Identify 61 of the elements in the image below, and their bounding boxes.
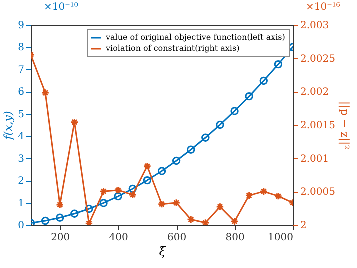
point	[260, 76, 268, 86]
y2-axis-title: ||p − z||²	[338, 101, 352, 150]
point	[230, 218, 239, 225]
point	[100, 188, 108, 196]
legend-label: violation of constraint(right axis)	[105, 44, 240, 53]
point	[100, 199, 108, 208]
x-tick-label: 400	[109, 232, 128, 244]
point	[187, 146, 196, 154]
point	[187, 216, 196, 224]
y-tick-label: 7	[18, 64, 24, 76]
y-tick-label: 9	[18, 20, 24, 32]
point	[41, 216, 50, 225]
y2-tick-label: 2.0015	[300, 120, 336, 132]
point	[143, 162, 152, 170]
point	[41, 88, 50, 98]
y-tick-label: 1	[18, 198, 24, 210]
text: ×10⁻¹⁰	[44, 2, 78, 13]
point	[274, 60, 283, 69]
y-tick-label: 2	[18, 176, 24, 188]
x-tick-label: 1000	[268, 232, 294, 244]
y2-tick-label: 2.0005	[300, 187, 336, 198]
x-tick-label: 200	[51, 232, 70, 244]
text: ×10⁻¹⁶	[306, 2, 340, 13]
point	[245, 92, 254, 101]
y-tick-label: 6	[18, 87, 24, 98]
y2-tick-label: 2.002	[300, 87, 330, 98]
point	[85, 204, 94, 214]
y-tick-label: 3	[18, 154, 24, 165]
point	[216, 202, 224, 212]
point	[172, 156, 181, 166]
y2-tick-label: 2	[300, 220, 307, 232]
point	[274, 192, 283, 200]
legend-label: value of original objective function(left axis)	[105, 33, 286, 42]
y-tick-label: 5	[18, 109, 24, 120]
point	[114, 192, 122, 201]
point	[158, 200, 166, 208]
point	[230, 107, 239, 116]
point	[172, 198, 181, 208]
point	[114, 186, 122, 194]
y2-tick-label: 2.001	[300, 154, 330, 165]
x-tick-label: 800	[226, 232, 245, 244]
point	[202, 218, 210, 225]
point	[70, 118, 79, 126]
x-tick-label: 600	[168, 232, 187, 244]
y-axis-title: f(x,y)	[2, 111, 16, 141]
point	[158, 167, 166, 176]
point	[70, 210, 79, 218]
point	[143, 176, 152, 185]
y2-tick-label: 2.003	[300, 20, 330, 32]
point	[128, 184, 137, 194]
point	[128, 190, 137, 200]
point	[245, 192, 254, 200]
point	[202, 134, 210, 142]
point	[260, 188, 268, 196]
x-axis-title: ξ	[159, 244, 168, 258]
y-tick-label: 4	[18, 132, 24, 143]
y2-tick-label: 2.0025	[300, 54, 336, 65]
point	[56, 214, 64, 222]
y-tick-label: 8	[18, 42, 24, 54]
point	[216, 120, 224, 130]
y-tick-label: 0	[18, 220, 24, 232]
